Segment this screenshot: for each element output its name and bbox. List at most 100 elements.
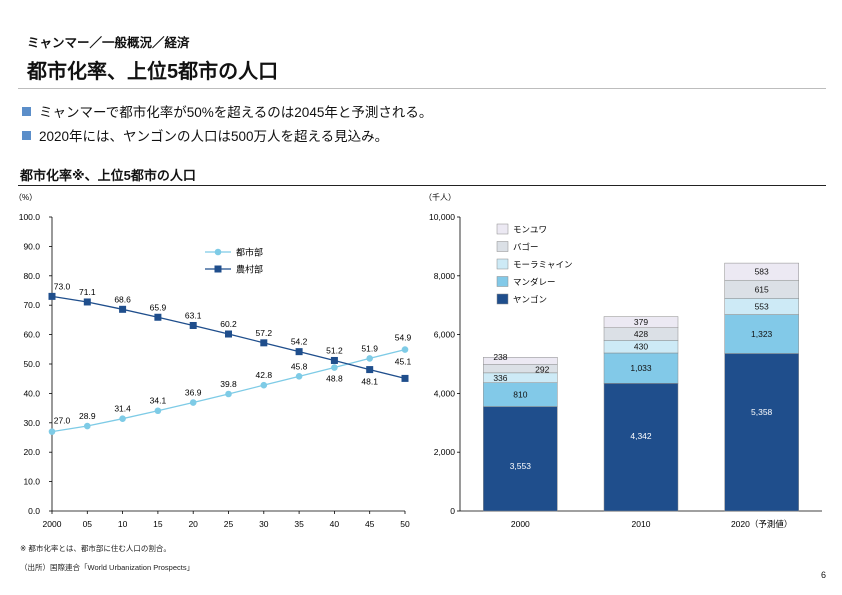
bar-value-label: 553 (755, 301, 769, 311)
rural-data-point (295, 348, 303, 356)
rural-data-point (260, 339, 268, 347)
footnote: ※ 都市化率とは、都市部に住む人口の割合。 (20, 544, 171, 553)
urban-data-label: 39.8 (220, 379, 237, 389)
urban-data-point (84, 422, 91, 430)
urban-data-label: 48.8 (326, 374, 343, 384)
bar-segment-1 (603, 383, 679, 512)
urban-data-label: 34.1 (150, 396, 167, 406)
page-number: 6 (820, 570, 826, 580)
rural-data-label: 48.1 (361, 377, 378, 387)
rural-data-label: 65.9 (150, 302, 167, 312)
bar-legend-swatch (496, 258, 509, 270)
rural-data-point (401, 374, 409, 382)
bar-y-tick-label: 0 (450, 506, 455, 516)
rural-data-label: 51.2 (326, 345, 343, 355)
urban-data-label: 42.8 (256, 370, 273, 380)
x-tick-label: 05 (83, 519, 93, 529)
bar-value-label: 5,358 (751, 407, 773, 417)
urban-data-point (189, 399, 197, 406)
bar-value-label: 428 (634, 329, 648, 339)
bullet-square-icon (22, 130, 31, 140)
bar-category-label: 2000 (511, 519, 530, 529)
bar-segment-1 (724, 353, 799, 512)
rural-data-label: 71.1 (79, 287, 96, 297)
rural-data-label: 73.0 (54, 281, 71, 291)
bar-y-tick-label: 8,000 (434, 271, 456, 281)
x-tick-label: 10 (118, 519, 128, 529)
bullet-point: ミャンマーで都市化率が50%を超えるのは2045年と予測される。 (22, 101, 432, 121)
title-divider (18, 88, 826, 89)
x-tick-label: 15 (153, 519, 163, 529)
bar-y-tick-label: 6,000 (434, 330, 456, 340)
y-tick-label: 20.0 (23, 447, 40, 457)
bar-value-label: 4,342 (630, 431, 652, 441)
y-tick-label: 0.0 (28, 506, 40, 516)
bar-value-label: 379 (634, 317, 648, 327)
rural-data-point (189, 321, 197, 329)
bar-y-tick-label: 4,000 (434, 388, 456, 398)
rural-data-label: 63.1 (185, 310, 202, 320)
x-tick-label: 20 (188, 519, 198, 529)
bar-legend-swatch (496, 223, 509, 235)
x-tick-label: 40 (330, 519, 340, 529)
urban-data-point (366, 355, 374, 362)
rural-data-point (154, 313, 162, 321)
urban-data-point (48, 428, 56, 435)
bar-legend-label: モンユワ (513, 225, 547, 235)
bar-segment-5 (724, 262, 799, 281)
legend-label: 農村部 (236, 264, 263, 275)
bar-legend-swatch (496, 241, 509, 252)
urban-data-point (401, 346, 409, 353)
y-tick-label: 50.0 (23, 359, 40, 369)
urban-data-label: 36.9 (185, 388, 202, 398)
rural-data-point (366, 366, 374, 374)
urban-data-point (295, 373, 303, 380)
page-title: 都市化率、上位5都市の人口 (27, 61, 279, 83)
rural-data-point (48, 292, 56, 300)
rural-data-label: 54.2 (291, 337, 308, 347)
urban-data-label: 54.9 (395, 333, 412, 343)
bullet-square-icon (22, 106, 31, 116)
bar-value-label: 3,553 (510, 461, 532, 471)
urban-data-point (119, 415, 126, 422)
x-tick-label: 25 (224, 519, 234, 529)
y-tick-label: 80.0 (23, 271, 40, 281)
urban-series-line (51, 348, 406, 433)
rural-data-point (119, 305, 127, 313)
urban-data-point (260, 381, 268, 389)
x-tick-label: 35 (294, 519, 304, 529)
rural-data-point (330, 356, 338, 364)
x-tick-label: 45 (365, 519, 375, 529)
bar-y-tick-label: 2,000 (434, 447, 456, 457)
urban-data-label: 45.8 (291, 361, 308, 371)
y-tick-label: 70.0 (23, 300, 40, 310)
x-tick-label: 2000 (43, 519, 62, 529)
bar-legend-label: ヤンゴン (513, 295, 547, 305)
bar-value-label: 1,323 (751, 329, 773, 339)
urban-data-label: 27.0 (54, 416, 71, 426)
rural-data-point (83, 298, 91, 306)
bullet-text: 2020年には、ヤンゴンの人口は500万人を超える見込み。 (39, 129, 389, 144)
bar-segment-2 (724, 314, 799, 354)
bar-category-label: 2010 (632, 519, 651, 529)
bar-value-label: 336 (493, 373, 507, 383)
section-title: 都市化率※、上位5都市の人口 (20, 168, 196, 183)
bar-value-label: 810 (513, 390, 527, 400)
urban-data-label: 51.9 (361, 343, 378, 353)
bar-legend-label: マンダレー (513, 277, 556, 287)
y-tick-label: 40.0 (23, 388, 40, 398)
x-tick-label: 50 (400, 519, 410, 529)
bar-value-label: 583 (755, 267, 769, 277)
bar-legend-swatch (496, 276, 509, 287)
bullet-point: 2020年には、ヤンゴンの人口は500万人を超える見込み。 (22, 125, 388, 145)
rural-data-label: 68.6 (114, 294, 131, 304)
y-tick-label: 90.0 (23, 241, 40, 251)
legend-marker (214, 265, 222, 273)
y-tick-label: 10.0 (23, 477, 40, 487)
rural-data-label: 60.2 (220, 319, 237, 329)
x-tick-label: 30 (259, 519, 269, 529)
rural-data-label: 57.2 (256, 328, 273, 338)
bar-category-label: 2020（予測値） (731, 519, 792, 529)
source-note: （出所）国際連合「World Urbanization Prospects」 (20, 563, 195, 572)
